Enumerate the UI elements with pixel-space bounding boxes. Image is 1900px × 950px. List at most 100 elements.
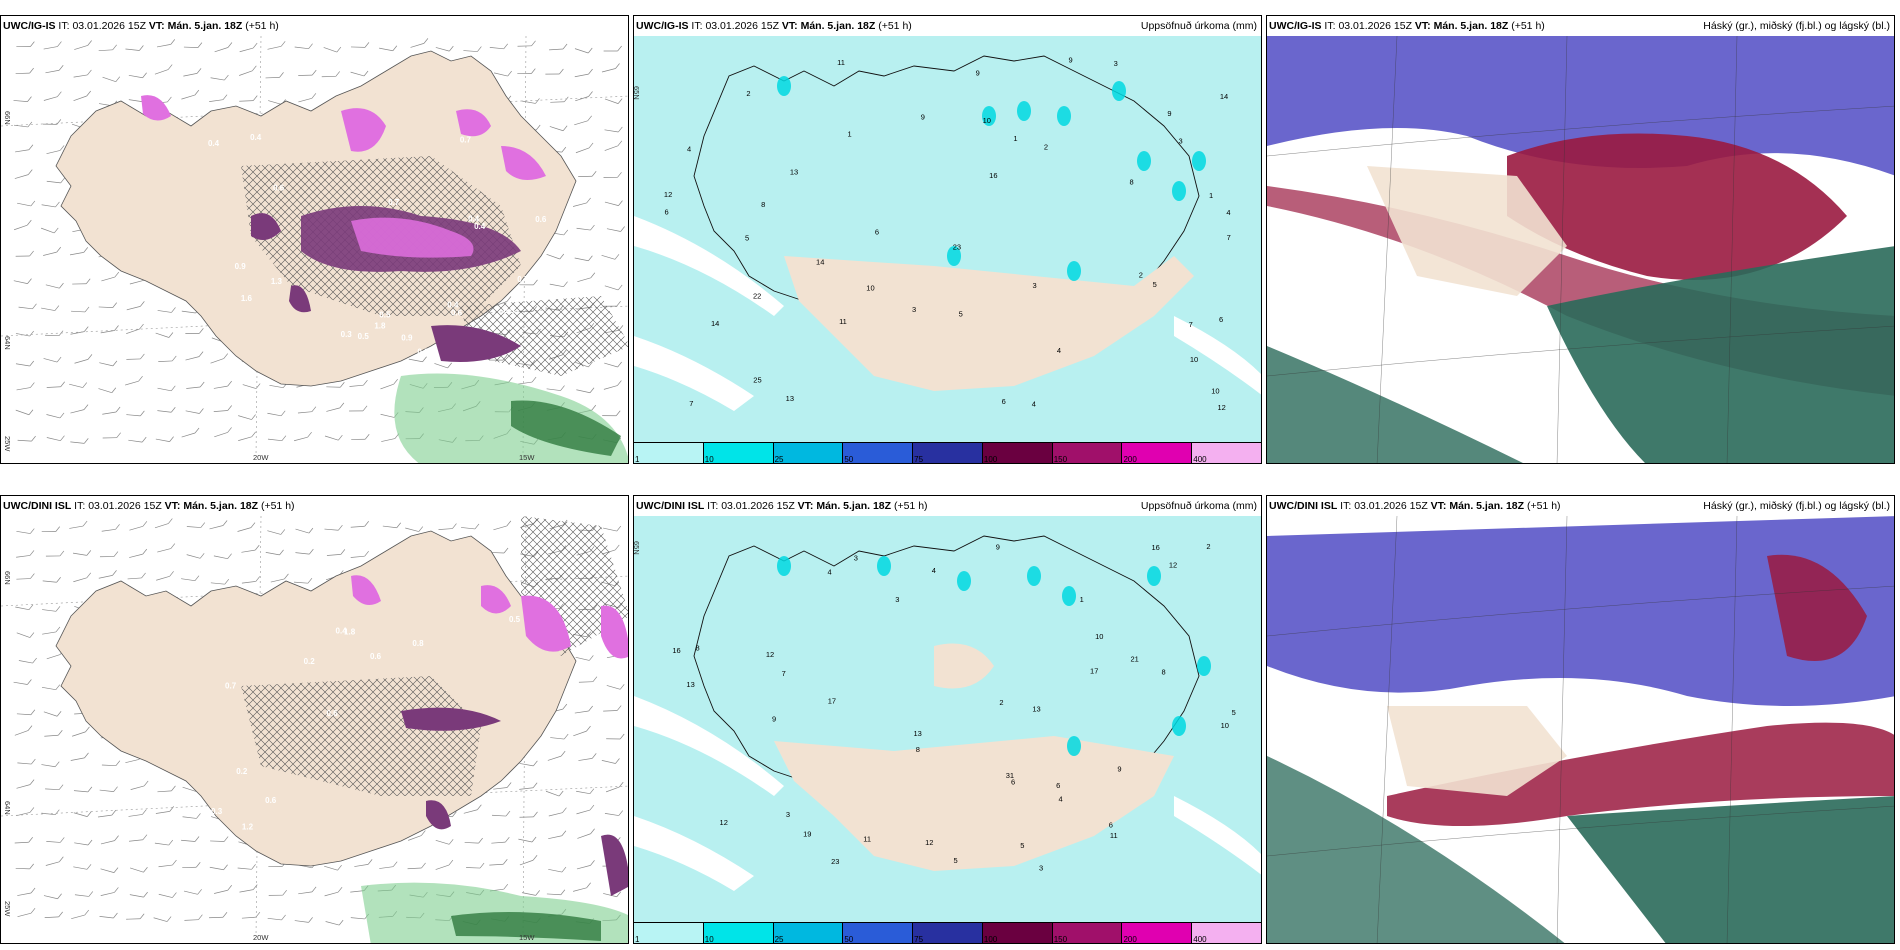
- wind-barb-flag: [27, 219, 32, 226]
- snow-value-labels: 0.30.50.70.40.61.61.80.90.40.61.30.50.50…: [208, 133, 547, 357]
- wind-barb: [70, 757, 85, 761]
- wind-barb: [155, 811, 170, 814]
- wind-barb: [601, 254, 616, 260]
- precip-value: 6: [1219, 315, 1223, 324]
- wind-barb: [129, 553, 143, 558]
- precip-map-svg: 1124661097913581114231412119101025221637…: [634, 36, 1261, 445]
- snow-area: [401, 707, 501, 731]
- wind-barb: [46, 180, 61, 184]
- snow-area: [501, 146, 546, 180]
- wind-barb-flag: [27, 278, 32, 284]
- precip-spot: [1057, 106, 1071, 126]
- wind-barb: [46, 414, 61, 419]
- wind-barb: [578, 758, 593, 761]
- colorbar-segment: 1: [634, 923, 704, 943]
- wind-barb: [97, 814, 112, 818]
- colorbar-segment: 75: [913, 923, 983, 943]
- precip-value: 9: [976, 68, 980, 77]
- wind-barb-flag: [364, 550, 369, 557]
- precip-spot: [947, 246, 961, 266]
- wind-barb: [545, 790, 560, 797]
- colorbar-label: 200: [1123, 935, 1137, 944]
- colorbar-label: 50: [844, 935, 854, 944]
- wind-barb-flag: [617, 140, 623, 147]
- wind-barb-flag: [614, 254, 620, 260]
- wind-barb-flag: [113, 551, 119, 557]
- wind-barb: [491, 841, 506, 844]
- graticule: [1376, 35, 1738, 463]
- wind-barb-flag: [619, 733, 625, 740]
- snow-map-svg: 0.30.50.70.40.61.61.80.90.40.61.30.50.50…: [1, 35, 628, 463]
- wind-barb-flag: [30, 907, 36, 914]
- wind-barb-flag: [335, 71, 341, 77]
- wind-barb-flag: [531, 68, 536, 74]
- wind-barb: [295, 528, 310, 534]
- wind-barb: [155, 332, 170, 338]
- wind-barb-flag: [115, 760, 121, 766]
- wind-barb-flag: [140, 353, 145, 360]
- wind-barb-flag: [617, 361, 622, 368]
- wind-barb: [153, 917, 168, 922]
- wind-barb-flag: [280, 41, 286, 47]
- wind-barb-flag: [562, 125, 568, 131]
- wind-barb-flag: [114, 835, 119, 841]
- wind-barb-flag: [31, 758, 36, 765]
- precip-spot: [777, 76, 791, 96]
- wind-barb-flag: [532, 855, 538, 861]
- wind-barb: [438, 528, 453, 530]
- colorbar-label: 400: [1193, 455, 1207, 464]
- wind-barb: [74, 842, 89, 846]
- wind-barb-flag: [32, 657, 37, 664]
- precip-spot: [1062, 586, 1076, 606]
- wind-barb-flag: [142, 72, 147, 78]
- wind-barb: [46, 654, 61, 660]
- panel-title: UWC/IG-IS IT: 03.01.2026 15Z VT: Mán. 5.…: [3, 20, 279, 32]
- wind-barb: [45, 284, 60, 289]
- wind-barb: [126, 306, 141, 311]
- wind-barb-flag: [535, 98, 540, 104]
- snow-value: 0.8: [412, 639, 424, 648]
- wind-barb: [16, 784, 31, 789]
- wind-barb: [466, 867, 481, 869]
- wind-barb-flag: [508, 377, 513, 383]
- wind-barb: [576, 809, 591, 815]
- wind-barb: [519, 859, 534, 866]
- wind-barb-flag: [199, 553, 205, 559]
- wind-barb: [15, 867, 30, 870]
- precip-value: 5: [959, 310, 963, 319]
- precip-value: 8: [916, 745, 920, 754]
- wind-barb-flag: [114, 271, 120, 278]
- wind-barb-flag: [111, 387, 117, 393]
- precip-value: 14: [711, 319, 719, 328]
- iceland-group: [693, 55, 1206, 391]
- precip-value: 9: [1068, 55, 1072, 64]
- wind-barb: [548, 835, 563, 840]
- wind-barb-flag: [614, 544, 620, 551]
- wind-barb: [182, 786, 197, 792]
- wind-barb-flag: [505, 810, 511, 817]
- panel-title: UWC/DINI ISL IT: 03.01.2026 15Z VT: Mán.…: [3, 500, 295, 512]
- wind-barb-flag: [224, 74, 229, 81]
- wind-barb-flag: [452, 811, 457, 817]
- wind-barb: [265, 77, 280, 79]
- precip-value: 7: [689, 399, 693, 408]
- wind-barb-flag: [364, 521, 369, 527]
- colorbar-label: 100: [983, 935, 998, 944]
- wind-barb-flag: [115, 76, 121, 82]
- wind-barb: [213, 555, 228, 560]
- wind-barb: [489, 46, 504, 50]
- colorbar-label: 50: [844, 455, 854, 464]
- wind-barb: [157, 387, 172, 392]
- snow-value: 0.6: [451, 309, 463, 318]
- wind-barb-flag: [29, 250, 34, 257]
- snow-value: 0.6: [273, 183, 285, 192]
- wind-barb: [182, 816, 197, 819]
- precip-value: 31: [1006, 771, 1014, 780]
- wind-barb-flag: [474, 523, 480, 530]
- wind-barb: [128, 74, 143, 79]
- wind-barb: [267, 412, 282, 417]
- precip-value: 8: [696, 644, 700, 653]
- graticule: [1267, 105, 1894, 377]
- wind-barb: [293, 436, 308, 442]
